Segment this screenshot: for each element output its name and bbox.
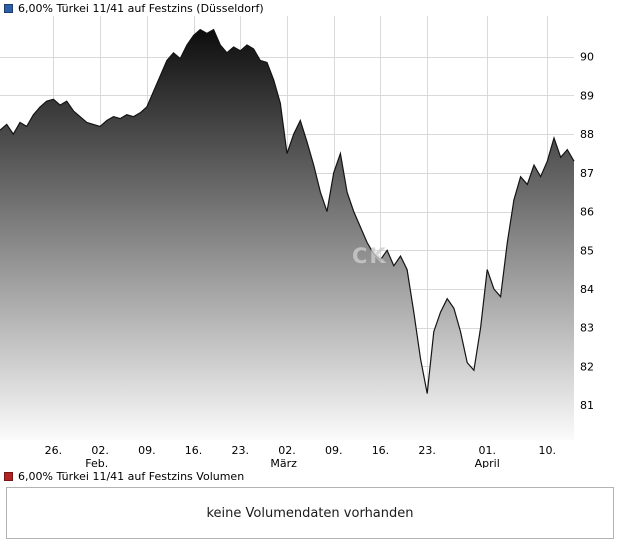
price-legend-label: 6,00% Türkei 11/41 auf Festzins (Düsseld… — [18, 1, 264, 15]
x-axis-label: 16. — [372, 444, 390, 457]
y-axis-label: 86 — [580, 206, 594, 219]
y-axis-label: 84 — [580, 283, 594, 296]
volume-empty-box: keine Volumendaten vorhanden — [6, 487, 614, 539]
x-axis-label: 23. — [232, 444, 250, 457]
y-axis-label: 83 — [580, 322, 594, 335]
volume-legend: 6,00% Türkei 11/41 auf Festzins Volumen — [0, 468, 620, 484]
y-axis-label: 81 — [580, 399, 594, 412]
y-axis-label: 89 — [580, 89, 594, 102]
month-label: März — [270, 457, 297, 468]
month-label: April — [475, 457, 500, 468]
x-axis-label: 02. — [278, 444, 296, 457]
y-axis-label: 88 — [580, 128, 594, 141]
x-axis-label: 01. — [478, 444, 496, 457]
y-axis-label: 87 — [580, 167, 594, 180]
x-axis-label: 16. — [185, 444, 203, 457]
price-area — [0, 29, 574, 440]
volume-empty-message: keine Volumendaten vorhanden — [206, 505, 414, 521]
volume-legend-swatch — [4, 471, 13, 481]
x-axis-label: 23. — [418, 444, 436, 457]
y-axis-label: 82 — [580, 360, 594, 373]
price-legend: 6,00% Türkei 11/41 auf Festzins (Düsseld… — [0, 0, 620, 16]
x-axis-label: 26. — [45, 444, 63, 457]
x-axis-label: 09. — [138, 444, 156, 457]
x-axis-label: 10. — [539, 444, 557, 457]
price-legend-swatch — [4, 3, 13, 13]
x-axis-label: 02. — [91, 444, 109, 457]
price-chart[interactable]: 81 82 83 84 85 86 87 88 89 90 26. 02. 09. 16. 23. 02. 09… — [0, 16, 620, 468]
y-axis-label: 90 — [580, 51, 594, 64]
price-line — [0, 28, 575, 394]
month-label: Feb. — [85, 457, 108, 468]
volume-legend-label: 6,00% Türkei 11/41 auf Festzins Volumen — [18, 469, 245, 483]
y-axis-label: 85 — [580, 244, 594, 257]
watermark-text: CK — [352, 244, 388, 268]
x-axis-label: 09. — [325, 444, 343, 457]
